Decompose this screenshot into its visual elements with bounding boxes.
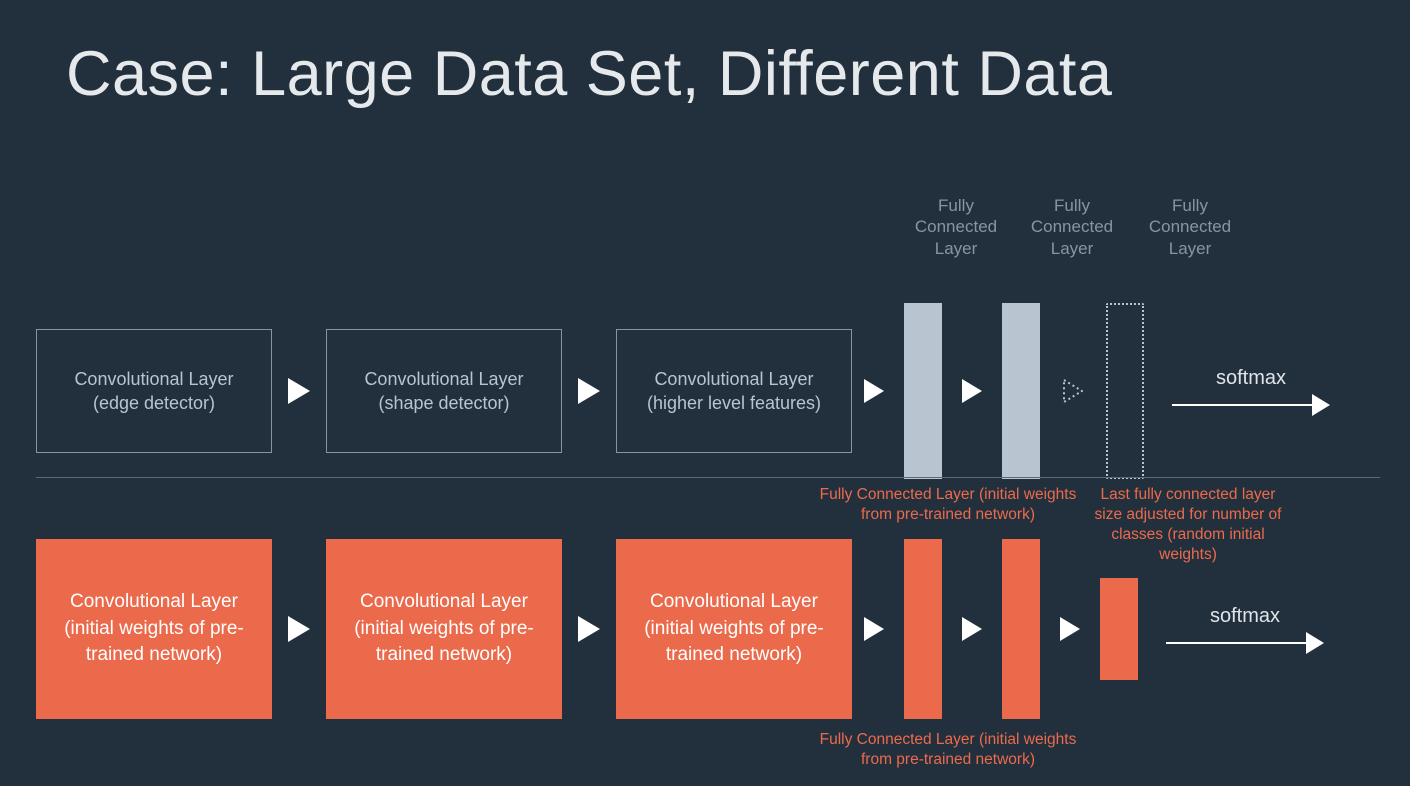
softmax-output: softmax <box>1172 367 1330 416</box>
fc-label-1: Fully Connected Layer <box>906 195 1006 259</box>
fc-label-3: Fully Connected Layer <box>1140 195 1240 259</box>
softmax-output: softmax <box>1166 605 1324 654</box>
caption-fc-initial-bottom: Fully Connected Layer (initial weights f… <box>818 730 1078 770</box>
fc-box-2 <box>1002 303 1040 479</box>
fc-box-3-dashed <box>1106 303 1144 479</box>
fc-box-orange-3-short <box>1100 578 1138 680</box>
softmax-label: softmax <box>1216 367 1286 390</box>
arrow-icon <box>1060 617 1080 641</box>
slide-title: Case: Large Data Set, Different Data <box>66 38 1112 110</box>
conv-box-higher: Convolutional Layer (higher level featur… <box>616 329 852 453</box>
top-flow: Convolutional Layer (edge detector) Conv… <box>36 303 1380 479</box>
softmax-arrow-icon <box>1166 632 1324 654</box>
arrow-icon <box>864 379 884 403</box>
conv-box-orange-1: Convolutional Layer (initial weights of … <box>36 539 272 719</box>
fc-box-orange-2 <box>1002 539 1040 719</box>
arrow-icon <box>962 617 982 641</box>
arrow-icon <box>962 379 982 403</box>
arrow-icon <box>864 617 884 641</box>
original-network-row: Fully Connected Layer Fully Connected La… <box>36 195 1380 460</box>
conv-box-edge: Convolutional Layer (edge detector) <box>36 329 272 453</box>
conv-box-shape: Convolutional Layer (shape detector) <box>326 329 562 453</box>
arrow-icon <box>578 378 600 404</box>
softmax-arrow-icon <box>1172 394 1330 416</box>
fc-box-1 <box>904 303 942 479</box>
conv-box-orange-3: Convolutional Layer (initial weights of … <box>616 539 852 719</box>
fine-tuned-network-row: Convolutional Layer (initial weights of … <box>36 473 1380 773</box>
fc-box-orange-1 <box>904 539 942 719</box>
conv-box-orange-2: Convolutional Layer (initial weights of … <box>326 539 562 719</box>
arrow-icon <box>288 616 310 642</box>
arrow-icon <box>288 378 310 404</box>
softmax-label: softmax <box>1210 605 1280 628</box>
fc-label-2: Fully Connected Layer <box>1022 195 1122 259</box>
dotted-arrow-icon <box>1062 378 1084 404</box>
arrow-icon <box>578 616 600 642</box>
bottom-flow: Convolutional Layer (initial weights of … <box>36 539 1380 719</box>
